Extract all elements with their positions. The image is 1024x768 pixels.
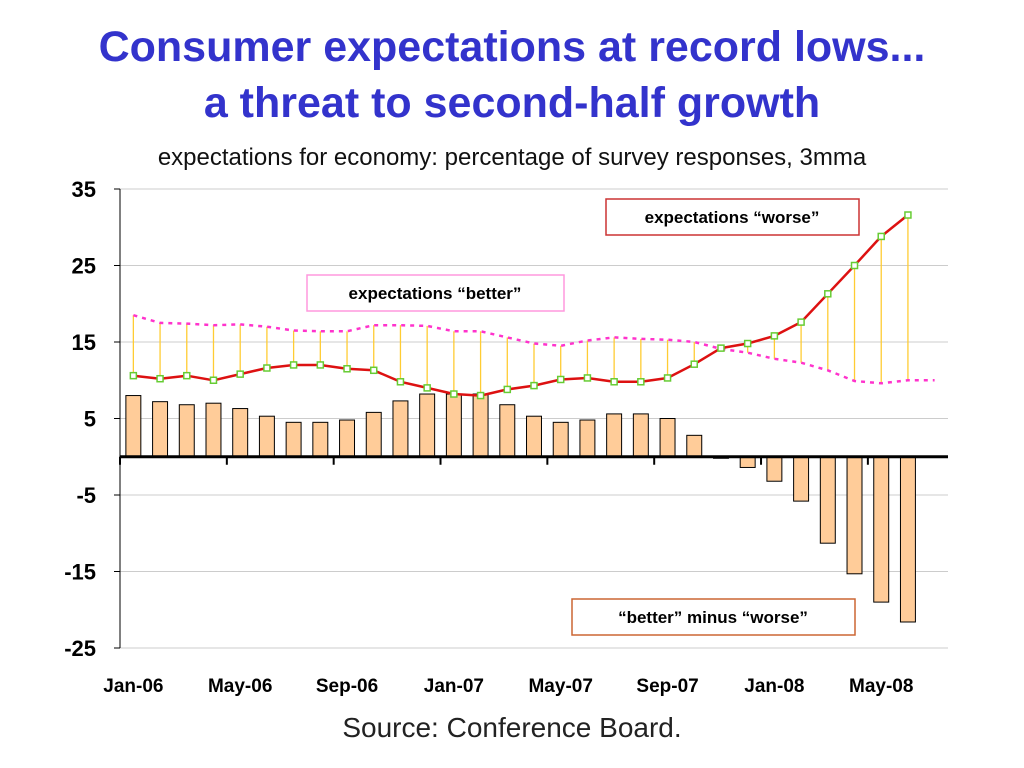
difference-bar [846,456,863,575]
difference-bar [365,411,382,458]
worse-point [369,366,378,375]
worse-point [690,360,699,368]
worse-point [797,318,805,326]
difference-bar [632,413,649,458]
difference-bar [659,418,676,458]
worse-point [530,381,538,390]
worse-point [637,378,645,386]
difference-bar [232,408,249,458]
annotation-difference: “better” minus “worse” [571,598,856,636]
worse-point [423,384,431,392]
worse-point [770,332,779,340]
y-tick-label: 25 [72,254,96,279]
difference-bar [899,456,916,623]
difference-bar [819,456,836,544]
annotation-better-label: expectations “better” [349,284,522,303]
x-tick-label: Sep-07 [636,676,698,697]
annotation-better: expectations “better” [306,274,565,312]
worse-point [556,375,565,384]
bar-series [125,393,916,623]
chart-title-line1: Consumer expectations at record lows... [98,23,926,71]
y-tick-label: -15 [64,560,96,585]
difference-bar [499,404,516,458]
worse-point [236,370,244,378]
annotation-difference-box [571,598,856,636]
worse-point [129,371,138,380]
y-tick-label: -5 [76,483,96,508]
y-tick-label: -25 [64,636,96,661]
difference-bar [392,400,409,458]
annotation-better-box [306,274,565,312]
line-series [129,211,935,400]
difference-bar [793,456,810,502]
worse-line [133,214,909,397]
chart-subtitle: expectations for economy: percentage of … [157,144,867,171]
x-tick-label: Jan-08 [744,676,804,697]
x-tick-label: May-08 [849,676,913,697]
x-tick-label: May-07 [528,676,592,697]
annotation-worse-label: expectations “worse” [645,208,820,227]
worse-point [209,376,218,384]
difference-bar [873,456,890,603]
y-tick-label: 35 [72,177,96,202]
worse-point [503,385,512,394]
source-note: Source: Conference Board. [342,712,682,743]
x-tick-label: May-06 [208,676,272,697]
worse-point [450,390,458,398]
x-tick-label: Jan-06 [103,676,163,697]
difference-bar [739,456,756,468]
worse-point [316,361,325,369]
worse-point [289,361,298,369]
worse-point [904,211,912,219]
difference-bar [419,393,436,458]
worse-point [156,374,164,383]
worse-point [717,344,725,352]
chart-title-line2: a threat to second-half growth [203,79,821,127]
difference-bar [686,434,703,458]
worse-point [476,391,485,400]
worse-point [396,378,405,386]
difference-bar [552,421,569,458]
worse-point [743,339,752,348]
worse-point [183,371,191,380]
worse-point [877,232,885,241]
difference-bar [285,421,302,458]
worse-point [850,261,859,270]
worse-point [343,365,351,373]
y-tick-label: 15 [72,330,96,355]
worse-point [610,378,618,386]
annotation-worse-box [605,198,860,236]
y-tick-label: 5 [84,407,96,432]
difference-bar [579,419,596,458]
range-lines [132,215,909,396]
difference-bar [339,419,356,458]
difference-bar [526,415,542,458]
difference-bar [205,402,222,458]
worse-point [583,374,592,382]
difference-bar [152,401,169,458]
worse-point [824,290,832,298]
difference-bar [125,395,142,458]
worse-point [263,364,271,372]
difference-bar [178,404,195,458]
worse-point [663,374,672,382]
axes: 35 25 15 5 -5 -15 -25 Jan-06 May-06 Sep-06 Jan-07 M… [64,177,948,697]
difference-bar [312,421,329,458]
difference-bar [258,415,275,458]
difference-bar [445,393,462,458]
annotation-worse: expectations “worse” [605,198,860,236]
difference-bar [472,393,489,458]
annotation-difference-label: “better” minus “worse” [618,608,808,627]
x-tick-label: Sep-06 [316,676,378,697]
difference-bar [766,456,783,482]
difference-bar [606,413,623,458]
x-tick-label: Jan-07 [424,676,484,697]
